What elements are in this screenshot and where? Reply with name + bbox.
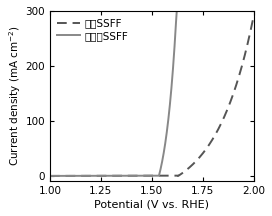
X-axis label: Potential (V vs. RHE): Potential (V vs. RHE) [94,199,209,209]
空白SSFF [85,175,89,177]
反应后SSFF [85,175,89,177]
空白SSFF [216,130,219,132]
空白SSFF [126,175,129,177]
Y-axis label: Current density (mA cm$^{-2}$): Current density (mA cm$^{-2}$) [7,26,23,167]
空白SSFF [181,172,184,174]
空白SSFF [200,153,203,156]
反应后SSFF [200,10,203,12]
空白SSFF [48,175,52,177]
空白SSFF [252,15,255,18]
反应后SSFF [175,10,178,12]
反应后SSFF [216,10,219,12]
Line: 空白SSFF: 空白SSFF [50,16,254,176]
空白SSFF [171,174,174,177]
Line: 反应后SSFF: 反应后SSFF [50,11,254,176]
反应后SSFF [181,10,184,12]
反应后SSFF [126,175,129,177]
反应后SSFF [171,79,174,81]
反应后SSFF [252,10,255,12]
反应后SSFF [48,175,52,177]
Legend: 空白SSFF, 反应后SSFF: 空白SSFF, 反应后SSFF [55,16,130,43]
